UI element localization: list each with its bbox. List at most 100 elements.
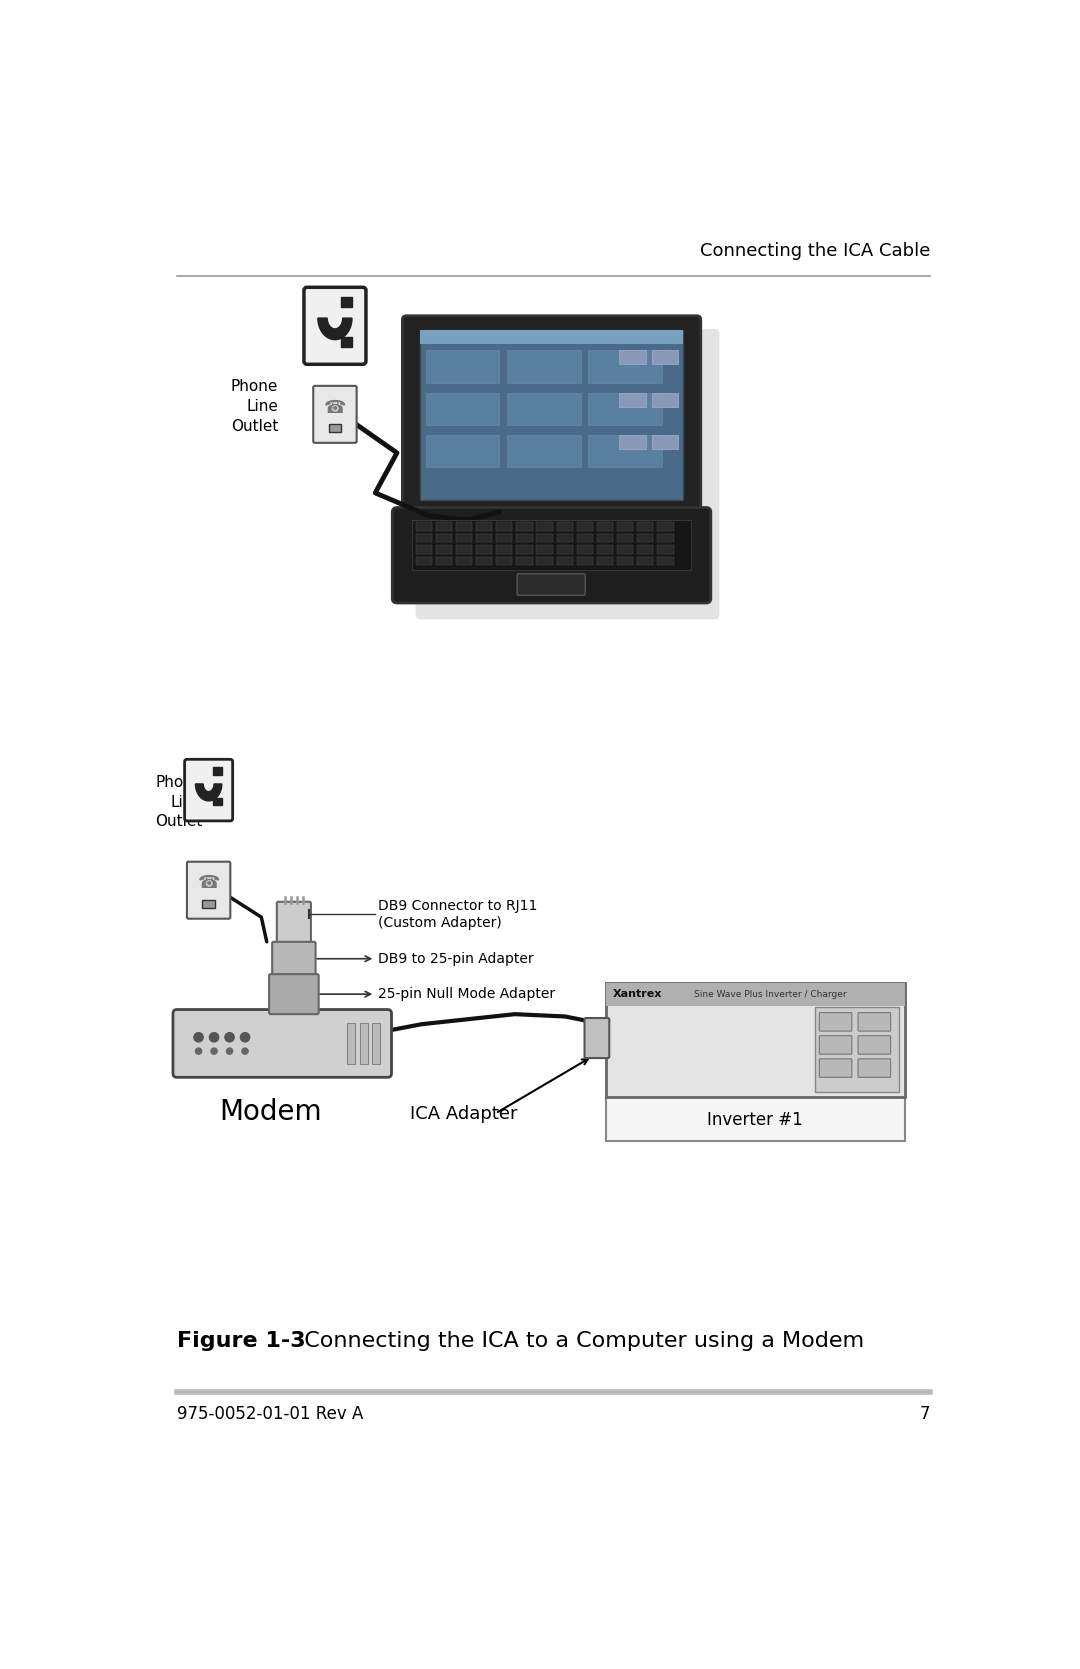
FancyBboxPatch shape [517,574,585,596]
Bar [652,350,678,364]
Bar [507,350,581,382]
Bar [637,546,653,554]
Bar [537,557,553,566]
Bar [606,983,905,1097]
Bar [416,546,432,554]
Bar [537,534,553,542]
Circle shape [194,1033,203,1041]
Bar [619,350,646,364]
Circle shape [242,1048,248,1055]
Bar [202,900,215,908]
Bar [597,557,613,566]
FancyBboxPatch shape [173,1010,392,1077]
Bar [476,546,492,554]
Bar [658,557,674,566]
Bar [496,546,512,554]
Bar [413,519,691,569]
Bar [420,330,683,499]
FancyBboxPatch shape [820,1058,852,1077]
Polygon shape [341,337,352,347]
FancyBboxPatch shape [392,507,711,603]
Bar [652,436,678,449]
Text: DB9 to 25-pin Adapter: DB9 to 25-pin Adapter [378,951,534,966]
Bar [652,392,678,407]
Bar [516,534,532,542]
Bar [456,534,472,542]
FancyBboxPatch shape [187,861,230,918]
Bar [658,522,674,531]
Polygon shape [213,798,221,806]
Text: Figure 1-3: Figure 1-3 [177,1330,306,1350]
FancyBboxPatch shape [313,386,356,442]
Bar [597,522,613,531]
Text: Phone
Line
Outlet: Phone Line Outlet [156,774,202,829]
Bar [416,522,432,531]
Circle shape [211,1048,217,1055]
Text: Connecting the ICA Cable: Connecting the ICA Cable [700,242,930,260]
FancyBboxPatch shape [276,901,311,945]
Bar [507,436,581,467]
Text: DB9 Connector to RJ11: DB9 Connector to RJ11 [378,898,538,913]
Circle shape [195,1048,202,1055]
Bar [537,546,553,554]
Text: 7: 7 [920,1405,930,1424]
Bar [556,546,572,554]
Polygon shape [195,784,221,801]
Bar [456,546,472,554]
FancyBboxPatch shape [269,975,319,1015]
Bar [617,522,633,531]
Bar [360,1023,367,1065]
FancyBboxPatch shape [859,1058,891,1077]
FancyBboxPatch shape [859,1013,891,1031]
FancyBboxPatch shape [416,329,719,619]
Polygon shape [341,297,352,307]
Bar [637,534,653,542]
Bar [658,534,674,542]
Bar [589,350,662,382]
Bar [556,522,572,531]
Text: Phone
Line
Outlet: Phone Line Outlet [231,379,279,434]
Bar [426,436,499,467]
Bar [420,330,683,344]
Bar [496,557,512,566]
Bar [496,522,512,531]
Bar [617,557,633,566]
Bar [658,546,674,554]
Bar [577,557,593,566]
Bar [619,392,646,407]
Circle shape [227,1048,232,1055]
Bar [373,1023,380,1065]
Polygon shape [318,319,352,339]
Bar [426,392,499,426]
Bar [328,424,341,432]
Bar [619,436,646,449]
Text: Connecting the ICA to a Computer using a Modem: Connecting the ICA to a Computer using a… [291,1330,864,1350]
Bar [456,557,472,566]
Bar [516,557,532,566]
Text: Modem: Modem [219,1098,322,1127]
Text: (Custom Adapter): (Custom Adapter) [378,916,502,930]
Bar [507,392,581,426]
Bar [456,522,472,531]
Bar [577,522,593,531]
Bar [556,557,572,566]
Text: 975-0052-01-01 Rev A: 975-0052-01-01 Rev A [177,1405,363,1424]
Text: Xantrex: Xantrex [612,990,662,1000]
Bar [537,522,553,531]
Text: Inverter #1: Inverter #1 [707,1110,802,1128]
Circle shape [241,1033,249,1041]
Bar [597,534,613,542]
Circle shape [210,1033,218,1041]
Text: ☎: ☎ [324,399,346,417]
Bar [435,557,451,566]
FancyBboxPatch shape [859,1036,891,1055]
Bar [617,546,633,554]
FancyBboxPatch shape [185,759,232,821]
Bar [476,557,492,566]
Bar [597,546,613,554]
Bar [577,534,593,542]
Bar [435,522,451,531]
Bar [577,546,593,554]
Bar [606,1097,905,1142]
FancyBboxPatch shape [820,1036,852,1055]
